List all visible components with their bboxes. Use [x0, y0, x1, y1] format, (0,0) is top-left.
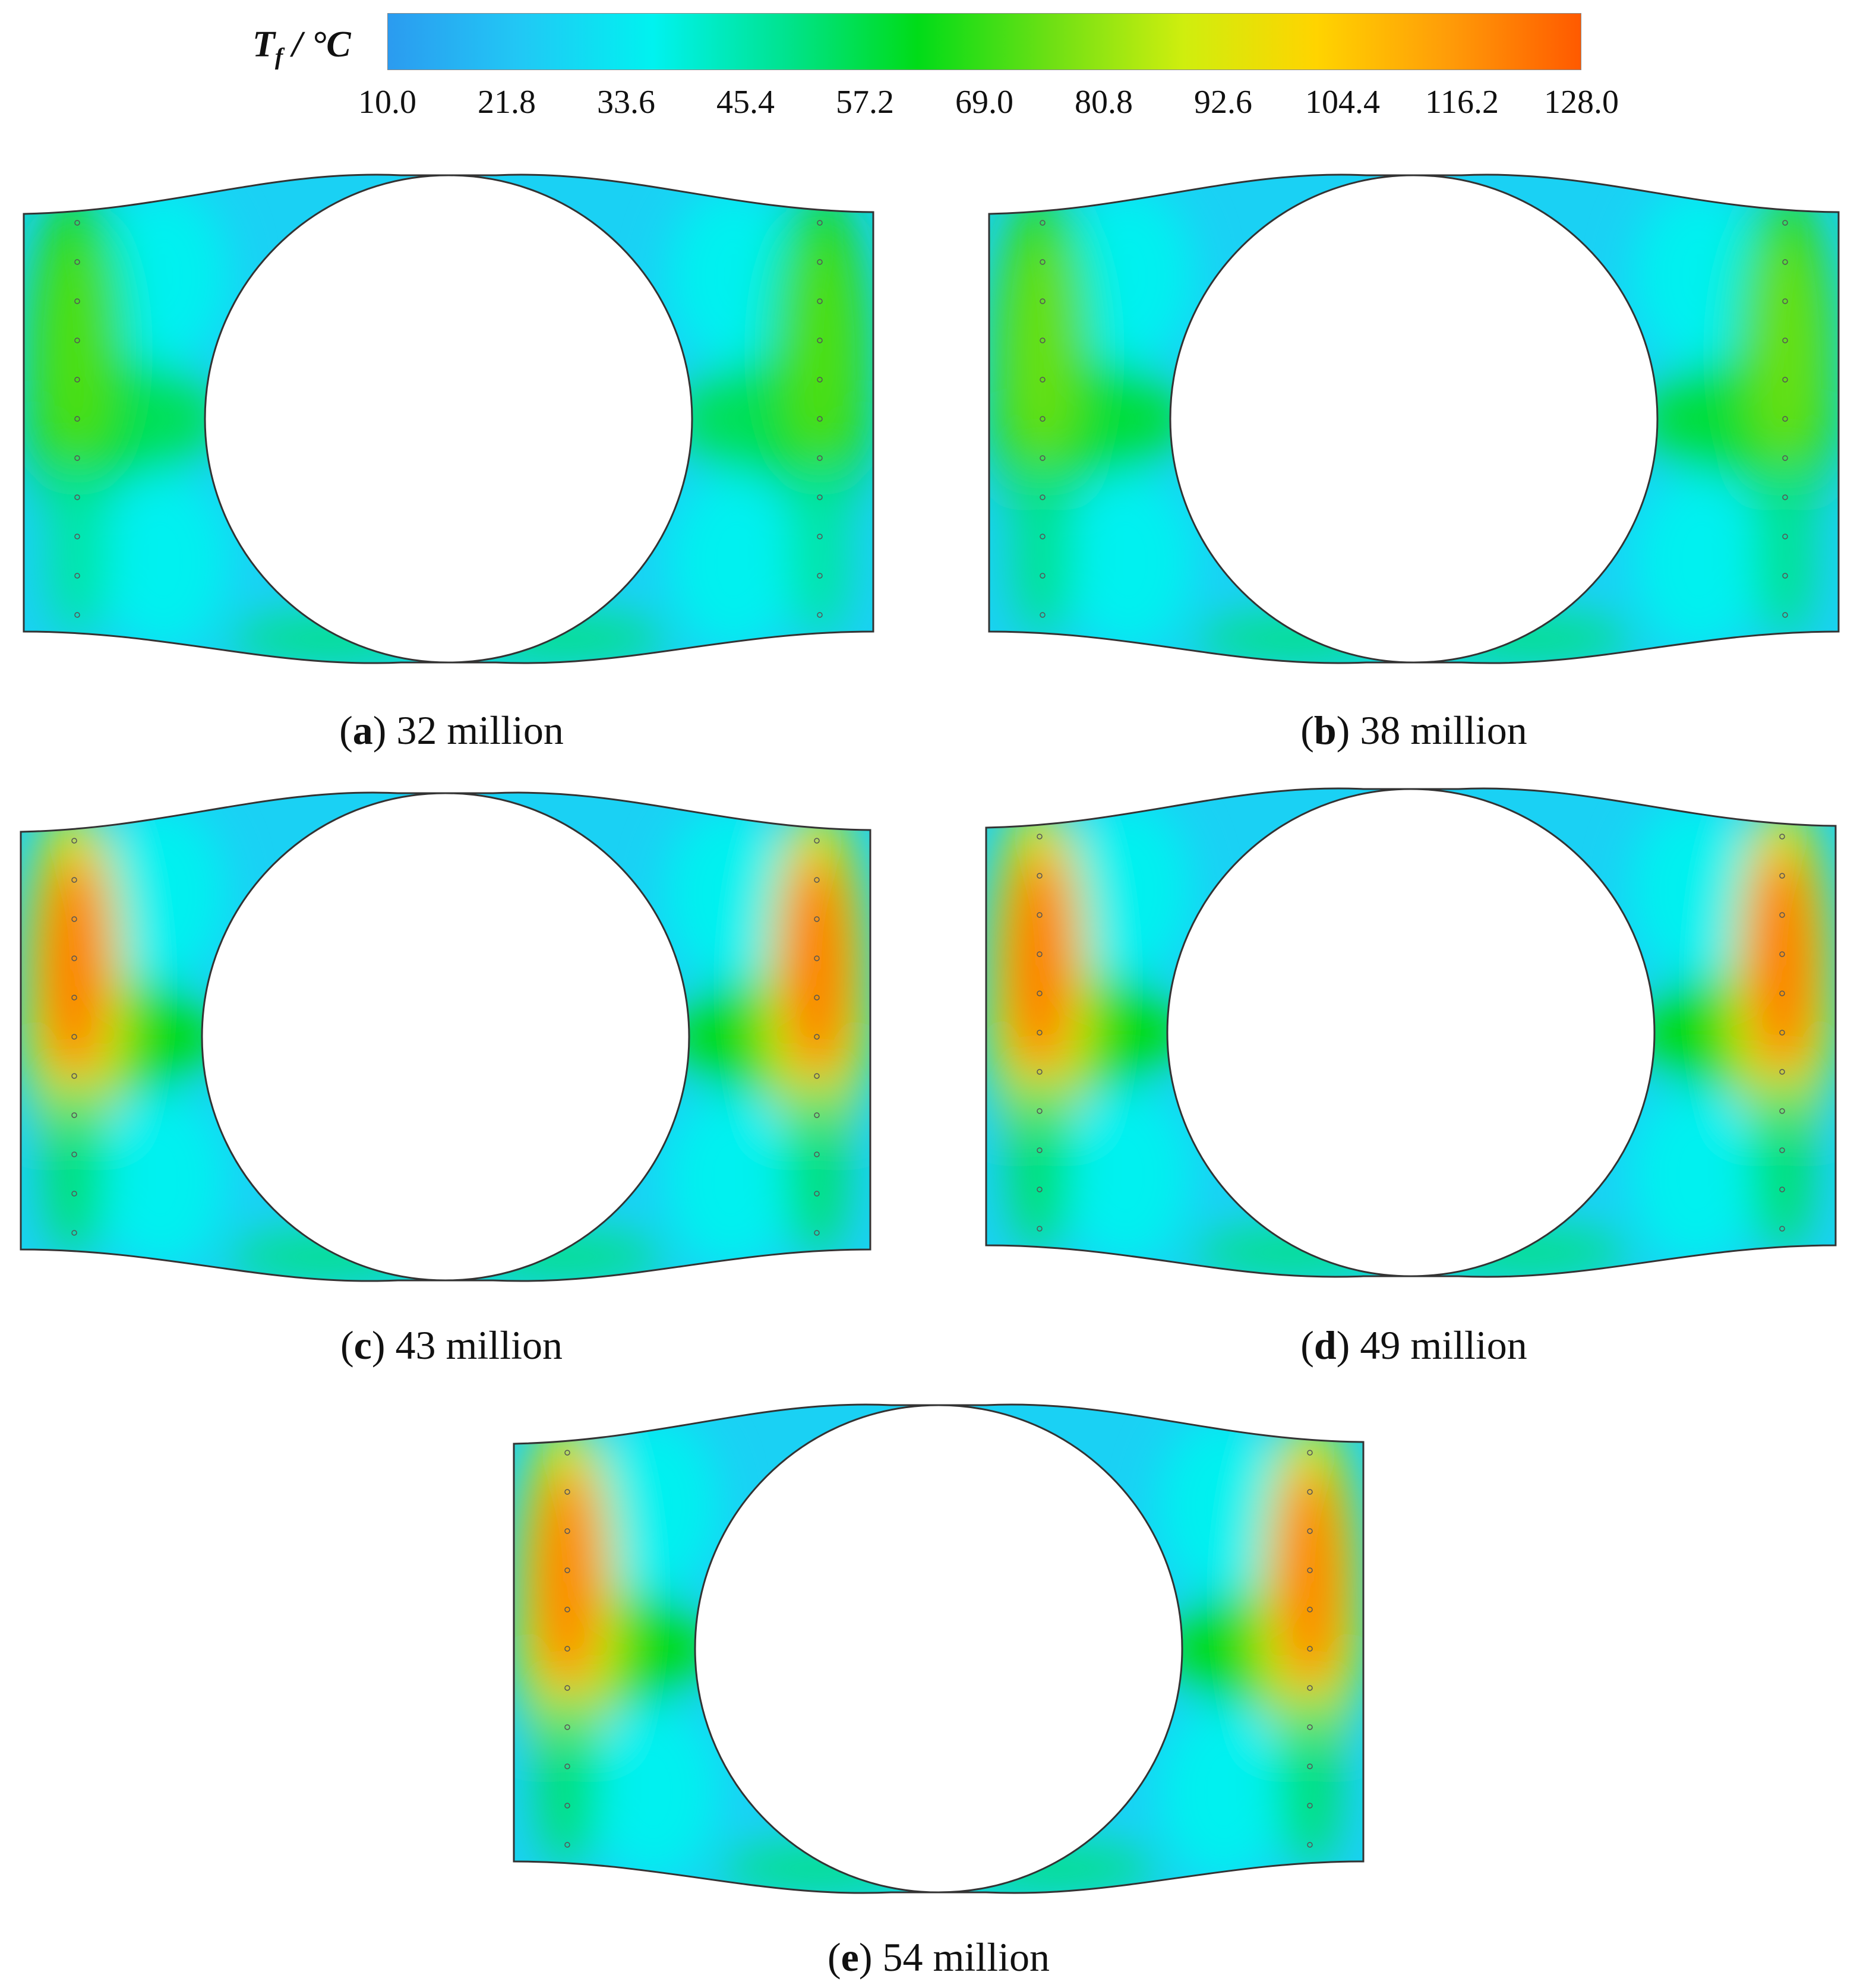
caption-b: (b) 38 million: [1300, 708, 1527, 753]
caption-c: (c) 43 million: [340, 1323, 563, 1368]
colorbar-tick-label: 33.6: [597, 84, 655, 121]
colorbar-tick-label: 80.8: [1075, 84, 1133, 121]
colorbar-tick-label: 69.0: [955, 84, 1013, 121]
caption-a: (a) 32 million: [339, 708, 564, 753]
contour-panel-b: [988, 173, 1840, 664]
caption-d: (d) 49 million: [1300, 1323, 1527, 1368]
colorbar: [387, 13, 1581, 70]
contour-panel-e: [513, 1403, 1365, 1894]
colorbar-tick-label: 116.2: [1425, 84, 1499, 121]
colorbar-tick-label: 57.2: [836, 84, 894, 121]
contour-panel-c: [20, 791, 871, 1282]
colorbar-tick-label: 92.6: [1194, 84, 1252, 121]
contour-panel-a: [23, 173, 874, 664]
colorbar-tick-label: 10.0: [358, 84, 416, 121]
colorbar-tick-label: 45.4: [716, 84, 775, 121]
colorbar-tick-label: 128.0: [1544, 84, 1619, 121]
colorbar-tick-label: 104.4: [1305, 84, 1380, 121]
caption-e: (e) 54 million: [828, 1935, 1050, 1980]
colorbar-tick-label: 21.8: [478, 84, 536, 121]
legend-title: Tf / °C: [252, 24, 351, 70]
contour-panel-d: [985, 787, 1837, 1278]
